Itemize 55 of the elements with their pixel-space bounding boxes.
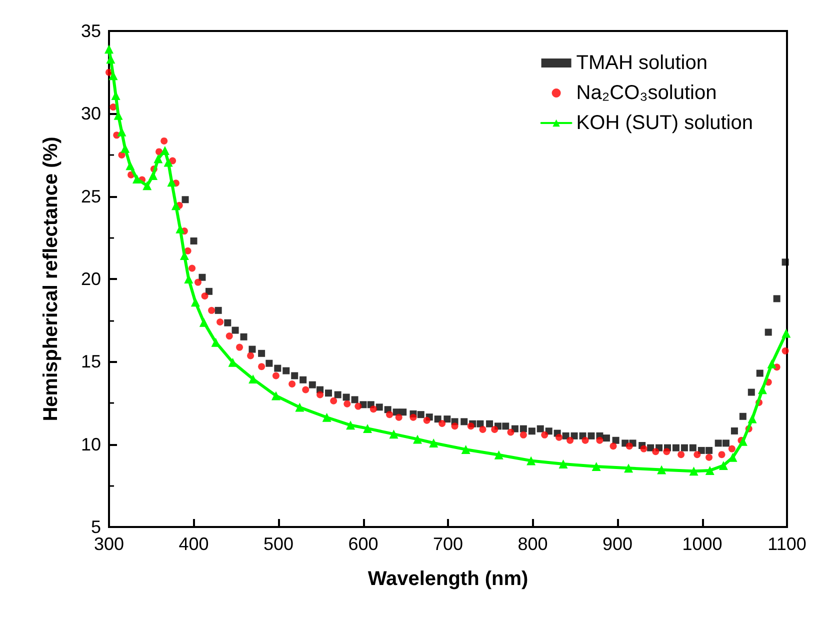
point <box>362 424 372 433</box>
y-tick-label: 5 <box>90 517 101 537</box>
point <box>142 181 152 190</box>
point <box>120 144 130 153</box>
y-tick-label: 25 <box>80 186 101 206</box>
point <box>767 359 776 368</box>
point <box>738 436 748 446</box>
point <box>148 171 158 180</box>
point <box>689 466 698 476</box>
y-tick-label: 35 <box>80 21 101 41</box>
point <box>199 318 208 327</box>
point <box>461 444 470 454</box>
x-tick-label: 700 <box>432 534 464 554</box>
point <box>592 462 601 471</box>
x-tick-label: 800 <box>518 534 548 554</box>
point <box>164 158 173 167</box>
legend-label: Na₂CO₃solution <box>576 82 717 104</box>
point <box>758 385 767 394</box>
x-tick-label: 300 <box>94 534 124 554</box>
legend-label: KOH (SUT) solution <box>576 112 754 134</box>
point <box>104 44 114 54</box>
point <box>412 434 422 444</box>
point <box>346 420 356 430</box>
x-tick-label: 600 <box>348 534 378 554</box>
point <box>322 412 332 422</box>
point <box>248 374 258 384</box>
point <box>657 465 666 474</box>
point <box>126 161 135 170</box>
point <box>624 464 634 473</box>
point <box>389 430 398 439</box>
point <box>494 450 504 460</box>
x-tick-label: 1000 <box>682 534 722 554</box>
x-tick-label: 500 <box>263 534 294 554</box>
point <box>132 174 142 184</box>
point <box>558 460 568 469</box>
point <box>782 328 791 338</box>
point <box>429 438 438 448</box>
point <box>526 456 536 466</box>
y-tick-label: 10 <box>80 434 101 454</box>
y-tick-label: 20 <box>80 269 101 289</box>
legend-label: TMAH solution <box>576 52 708 74</box>
point <box>190 298 200 307</box>
y-tick-label: 30 <box>80 104 101 124</box>
x-tick-label: 400 <box>178 534 209 554</box>
point <box>271 391 280 400</box>
x-tick-label: 1100 <box>768 534 806 554</box>
point <box>154 154 163 164</box>
point <box>705 466 714 475</box>
point <box>295 402 304 412</box>
y-axis-title: Hemispherical reflectance (%) <box>40 136 62 422</box>
x-axis-title: Wavelength (nm) <box>368 568 528 590</box>
point <box>748 414 757 424</box>
x-tick-label: 900 <box>602 534 633 554</box>
point <box>718 460 728 470</box>
y-tick-label: 15 <box>80 352 101 372</box>
